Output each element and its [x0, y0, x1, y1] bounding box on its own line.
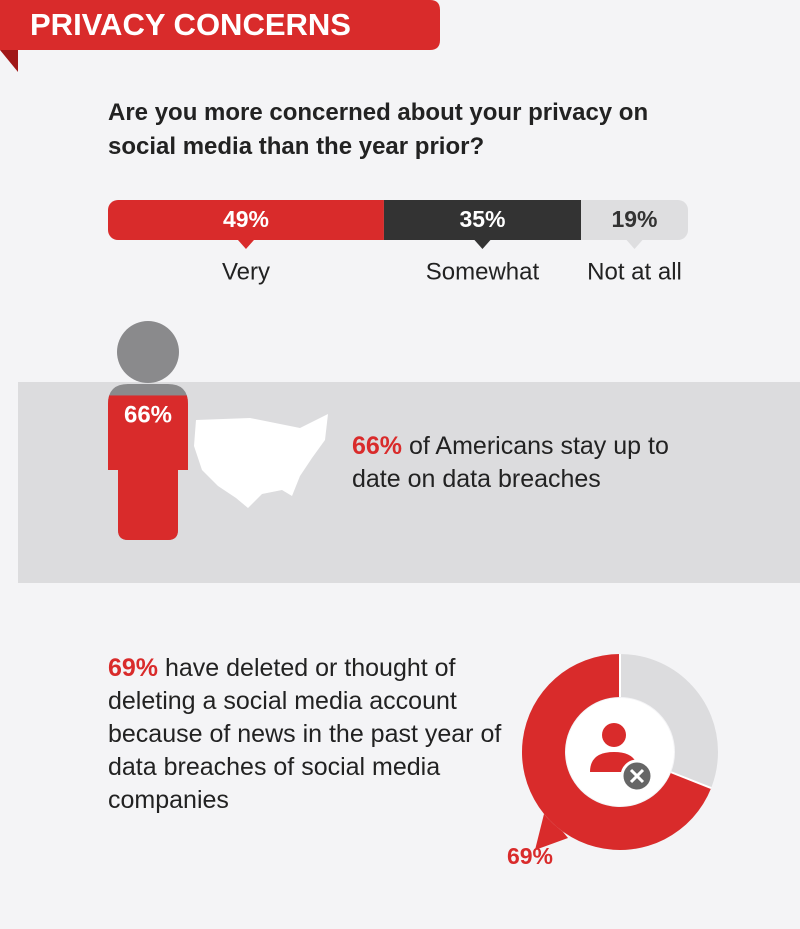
statement-text: of Americans stay up to date on data bre… — [352, 432, 669, 493]
fill-level — [108, 395, 188, 540]
icon-head — [602, 723, 626, 747]
donut-segment — [522, 654, 712, 850]
bubble-tail — [535, 810, 568, 850]
category-label: Somewhat — [426, 258, 540, 285]
statement-figure: 69% — [108, 654, 159, 682]
header-tab — [0, 0, 440, 50]
value-label: 66% — [124, 401, 172, 428]
value-label: 19% — [611, 206, 657, 232]
value-label: 69% — [507, 843, 553, 869]
bar-segment — [383, 200, 582, 240]
category-label: Very — [222, 258, 270, 285]
person-head — [117, 321, 179, 383]
value-label: 35% — [459, 206, 505, 232]
statement-figure: 66% — [352, 432, 403, 460]
statement-text: have deleted or thought of deleting a so… — [108, 654, 502, 814]
us-map — [194, 414, 328, 508]
bar-segment — [581, 200, 688, 240]
header-title: PRIVACY CONCERNS — [30, 7, 351, 42]
pointer — [474, 240, 491, 249]
statement: 66% of Americans stay up to date on data… — [352, 430, 712, 496]
divider — [670, 771, 712, 790]
icon-x-mark — [629, 768, 645, 784]
fold — [0, 50, 18, 72]
statement: 69% have deleted or thought of deleting … — [108, 652, 508, 817]
value-label: 49% — [223, 206, 269, 232]
bar-segment — [108, 200, 384, 240]
pointer — [237, 240, 254, 249]
question: Are you more concerned about your privac… — [108, 99, 649, 160]
pointer — [626, 240, 643, 249]
category-label: Not at all — [587, 258, 682, 285]
icon-bg — [566, 698, 674, 806]
